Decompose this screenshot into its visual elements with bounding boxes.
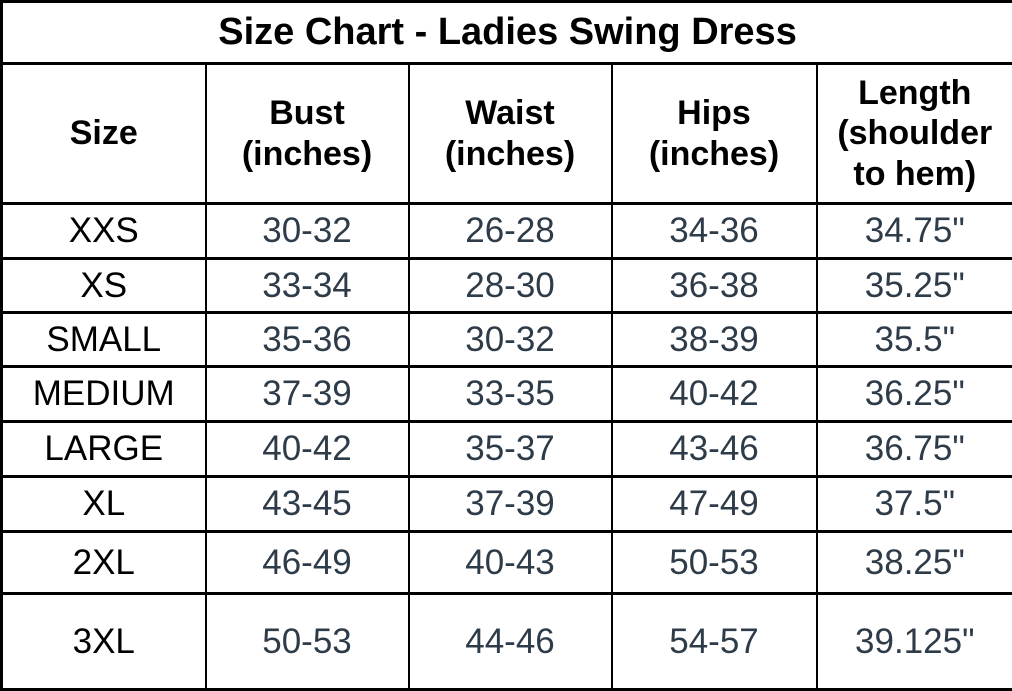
- waist-value: 40-43: [409, 532, 612, 594]
- waist-value: 35-37: [409, 422, 612, 477]
- hips-value: 38-39: [612, 313, 817, 367]
- size-label: 3XL: [2, 594, 206, 690]
- table-row-xl: XL 43-45 37-39 47-49 37.5": [2, 477, 1012, 532]
- length-value: 39.125": [817, 594, 1012, 690]
- bust-value: 35-36: [206, 313, 409, 367]
- table-row-xxs: XXS 30-32 26-28 34-36 34.75": [2, 204, 1012, 259]
- waist-value: 37-39: [409, 477, 612, 532]
- waist-value: 44-46: [409, 594, 612, 690]
- length-value: 36.75": [817, 422, 1012, 477]
- column-header-length: Length (shoulder to hem): [817, 64, 1012, 204]
- size-label: MEDIUM: [2, 367, 206, 422]
- length-value: 34.75": [817, 204, 1012, 259]
- column-header-hips: Hips (inches): [612, 64, 817, 204]
- hips-value: 34-36: [612, 204, 817, 259]
- bust-value: 37-39: [206, 367, 409, 422]
- table-row-2xl: 2XL 46-49 40-43 50-53 38.25": [2, 532, 1012, 594]
- length-value: 35.25": [817, 259, 1012, 313]
- size-label: XL: [2, 477, 206, 532]
- title-row: Size Chart - Ladies Swing Dress: [2, 2, 1012, 64]
- table-row-xs: XS 33-34 28-30 36-38 35.25": [2, 259, 1012, 313]
- hips-value: 50-53: [612, 532, 817, 594]
- column-header-row: Size Bust (inches) Waist (inches) Hips (…: [2, 64, 1012, 204]
- bust-value: 50-53: [206, 594, 409, 690]
- waist-value: 28-30: [409, 259, 612, 313]
- table-row-small: SMALL 35-36 30-32 38-39 35.5": [2, 313, 1012, 367]
- bust-value: 30-32: [206, 204, 409, 259]
- table-row-3xl: 3XL 50-53 44-46 54-57 39.125": [2, 594, 1012, 690]
- table-row-medium: MEDIUM 37-39 33-35 40-42 36.25": [2, 367, 1012, 422]
- waist-value: 30-32: [409, 313, 612, 367]
- bust-value: 43-45: [206, 477, 409, 532]
- table-row-large: LARGE 40-42 35-37 43-46 36.75": [2, 422, 1012, 477]
- hips-value: 47-49: [612, 477, 817, 532]
- waist-value: 33-35: [409, 367, 612, 422]
- column-header-bust: Bust (inches): [206, 64, 409, 204]
- hips-value: 36-38: [612, 259, 817, 313]
- length-value: 38.25": [817, 532, 1012, 594]
- hips-value: 54-57: [612, 594, 817, 690]
- size-label: XXS: [2, 204, 206, 259]
- hips-value: 40-42: [612, 367, 817, 422]
- column-header-size: Size: [2, 64, 206, 204]
- size-label: XS: [2, 259, 206, 313]
- page-title: Size Chart - Ladies Swing Dress: [2, 2, 1012, 64]
- bust-value: 33-34: [206, 259, 409, 313]
- hips-value: 43-46: [612, 422, 817, 477]
- bust-value: 46-49: [206, 532, 409, 594]
- column-header-waist: Waist (inches): [409, 64, 612, 204]
- length-value: 36.25": [817, 367, 1012, 422]
- size-label: 2XL: [2, 532, 206, 594]
- size-label: SMALL: [2, 313, 206, 367]
- size-label: LARGE: [2, 422, 206, 477]
- waist-value: 26-28: [409, 204, 612, 259]
- length-value: 35.5": [817, 313, 1012, 367]
- bust-value: 40-42: [206, 422, 409, 477]
- length-value: 37.5": [817, 477, 1012, 532]
